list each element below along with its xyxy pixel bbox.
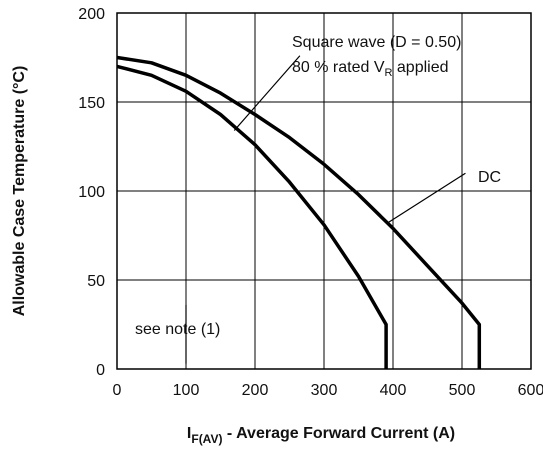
y-axis-title: Allowable Case Temperature (°C)	[11, 66, 28, 317]
x-tick-label-200: 200	[242, 382, 269, 399]
annotation-note: see note (1)	[135, 321, 220, 338]
annotation-leaders	[185, 55, 466, 364]
y-tick-label-50: 50	[87, 273, 105, 290]
tick-labels: 0 100 200 300 400 500 600 0 50 100 150 200	[78, 6, 543, 399]
series-line-square-wave	[116, 64, 388, 369]
annotation-dc: DC	[478, 169, 501, 186]
x-tick-label-400: 400	[380, 382, 407, 399]
x-tick-label-0: 0	[113, 382, 122, 399]
y-tick-label-100: 100	[78, 184, 105, 201]
x-tick-label-300: 300	[311, 382, 338, 399]
y-tick-label-0: 0	[96, 362, 105, 379]
annotation-rated-vr: 80 % rated VR applied	[292, 59, 449, 79]
grid	[116, 12, 532, 370]
x-tick-label-500: 500	[449, 382, 476, 399]
plot-frame	[116, 12, 532, 370]
y-tick-label-200: 200	[78, 6, 105, 23]
leader-line-dc	[387, 172, 466, 224]
x-axis-title: IF(AV) - Average Forward Current (A)	[187, 425, 455, 446]
x-tick-label-600: 600	[518, 382, 543, 399]
y-tick-label-150: 150	[78, 95, 105, 112]
series-line-dc	[116, 55, 482, 369]
leader-line-square-wave	[233, 55, 301, 131]
series-lines	[116, 55, 482, 369]
x-tick-label-100: 100	[173, 382, 200, 399]
annotation-square-wave: Square wave (D = 0.50)	[292, 34, 461, 51]
